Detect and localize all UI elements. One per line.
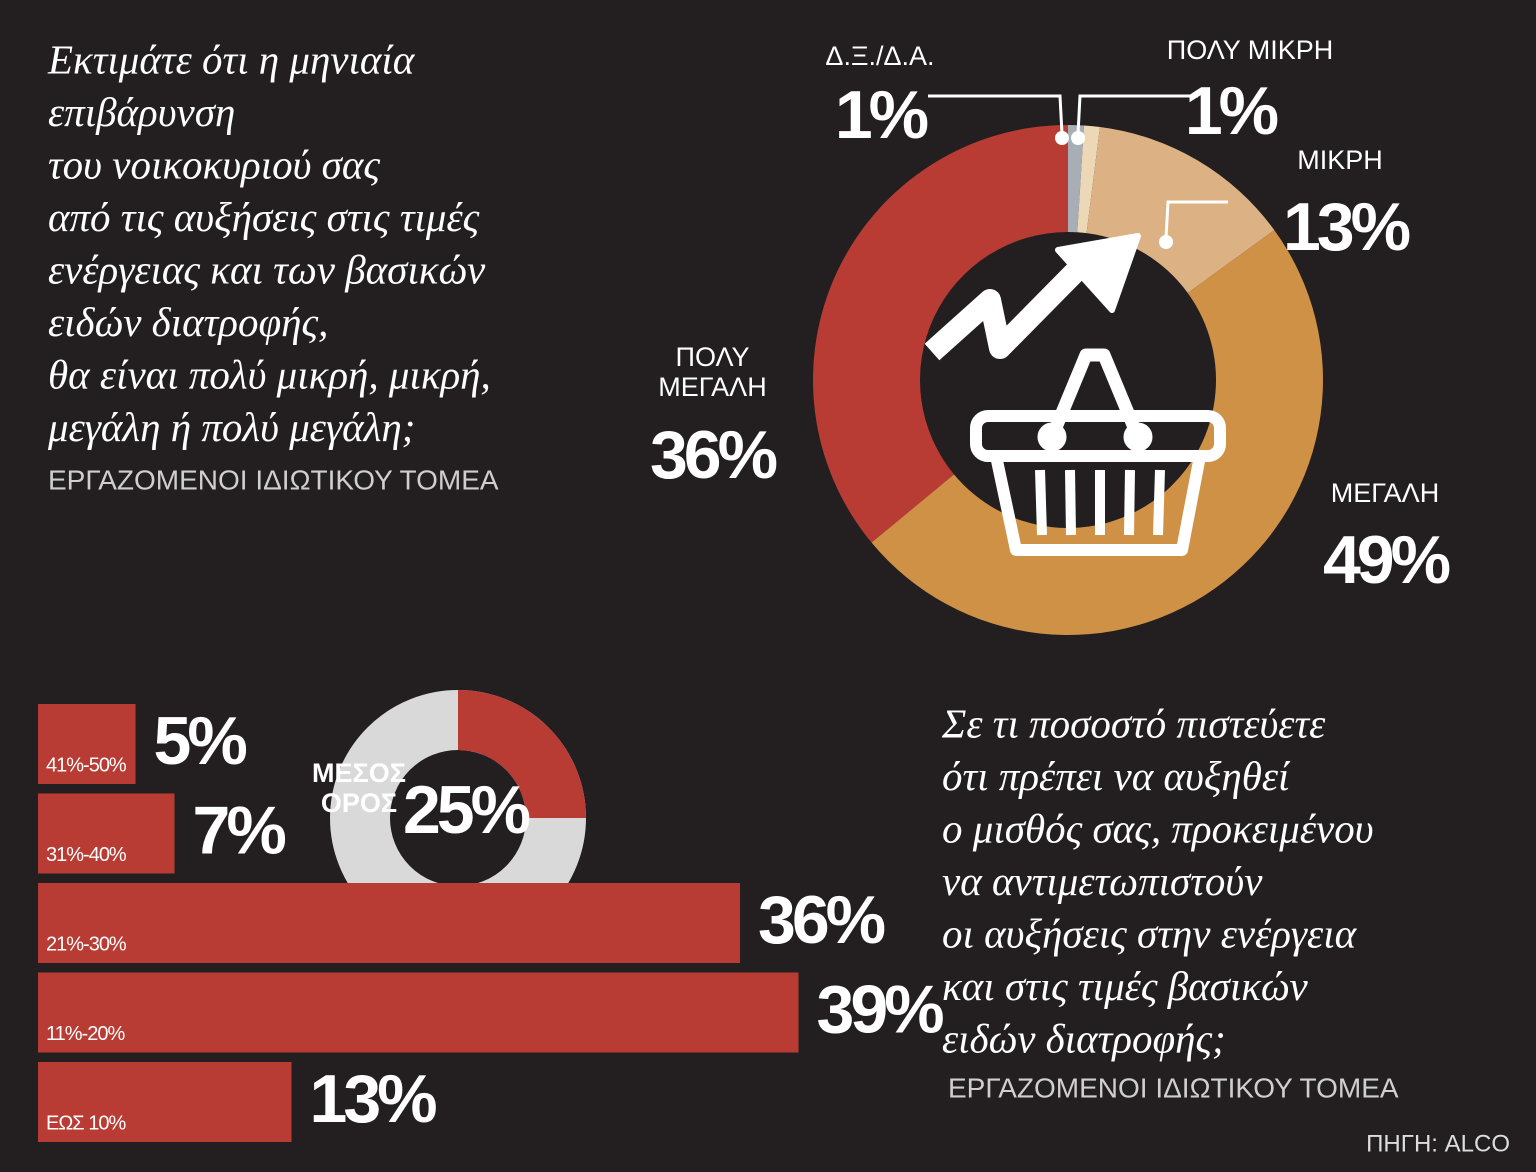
title-line: θα είναι πολύ μικρή, μικρή,: [48, 351, 491, 397]
value-label: 36%: [650, 417, 777, 493]
subtitle: ΕΡΓΑΖΟΜΕΝΟΙ ΙΔΙΩΤΙΚΟΥ ΤΟΜΕΑ: [48, 464, 499, 495]
title-line: και στις τιμές βασικών: [942, 963, 1309, 1009]
bar-category-label: 41%-50%: [46, 754, 127, 776]
subtitle: ΕΡΓΑΖΟΜΕΝΟΙ ΙΔΙΩΤΙΚΟΥ ΤΟΜΕΑ: [948, 1072, 1399, 1103]
category-label: ΜΕΓΑΛΗ: [1331, 478, 1439, 508]
bar: [38, 1062, 292, 1142]
title-line: ότι πρέπει να αυξηθεί: [942, 753, 1291, 799]
title-line: από τις αυξήσεις στις τιμές: [48, 194, 480, 240]
bar-value-label: 5%: [154, 703, 247, 779]
bar-category-label: ΕΩΣ 10%: [46, 1112, 126, 1134]
value-label: 1%: [835, 77, 928, 153]
pie-slice: [1077, 125, 1100, 234]
category-label: Δ.Ξ./Δ.Α.: [825, 41, 934, 71]
category-label: ΠΟΛΥ ΜΙΚΡΗ: [1167, 35, 1334, 65]
category-label: ΠΟΛΥ ΜΕΓΑΛΗ: [658, 342, 767, 402]
leader-lines: [928, 94, 1228, 239]
gauge-label: ΜΕΣΟΣ ΟΡΟΣ: [312, 758, 406, 818]
pie-slice: [1068, 125, 1085, 233]
title-line: ειδών διατροφής;: [942, 1015, 1226, 1061]
pie-slice: [1086, 127, 1275, 294]
bar: [38, 883, 740, 963]
value-label: 49%: [1323, 522, 1450, 598]
bar-category-label: 21%-30%: [46, 933, 127, 955]
leader-dots: [1055, 131, 1173, 249]
gauge-value: [458, 690, 586, 818]
title-line: Σε τι ποσοστό πιστεύετε: [941, 700, 1326, 746]
title-line: Εκτιμάτε ότι η μηνιαία: [47, 36, 416, 82]
bar-value-label: 39%: [817, 971, 944, 1047]
title-line: μεγάλη ή πολύ μεγάλη;: [47, 404, 415, 450]
title-line: οι αυξήσεις στην ενέργεια: [942, 910, 1358, 956]
bar: [38, 972, 799, 1053]
bar-value-label: 13%: [310, 1061, 437, 1137]
title-line: ειδών διατροφής,: [48, 299, 328, 345]
title-line: επιβάρυνση: [48, 89, 235, 135]
title-line: ο μισθός σας, προκειμένου: [942, 805, 1374, 851]
bar-value-label: 36%: [758, 882, 885, 958]
pie-slice: [813, 125, 1068, 543]
title-line: ενέργειας και των βασικών: [48, 246, 486, 292]
source: ΠΗΓΗ: ALCO: [1366, 1130, 1510, 1157]
title-line: να αντιμετωπιστούν: [942, 858, 1263, 904]
pie-slice: [871, 230, 1323, 635]
icon: [924, 233, 1226, 556]
gauge-value-label: 25%: [403, 772, 530, 848]
title-line: του νοικοκυριού σας: [48, 141, 380, 187]
value-label: 13%: [1283, 189, 1410, 265]
value-label: 1%: [1185, 73, 1278, 149]
bar-category-label: 31%-40%: [46, 844, 127, 866]
bar: [38, 793, 175, 874]
bar-category-label: 11%-20%: [46, 1023, 125, 1045]
bar-value-label: 7%: [193, 792, 286, 868]
bar: [38, 704, 136, 784]
category-label: ΜΙΚΡΗ: [1297, 145, 1383, 175]
